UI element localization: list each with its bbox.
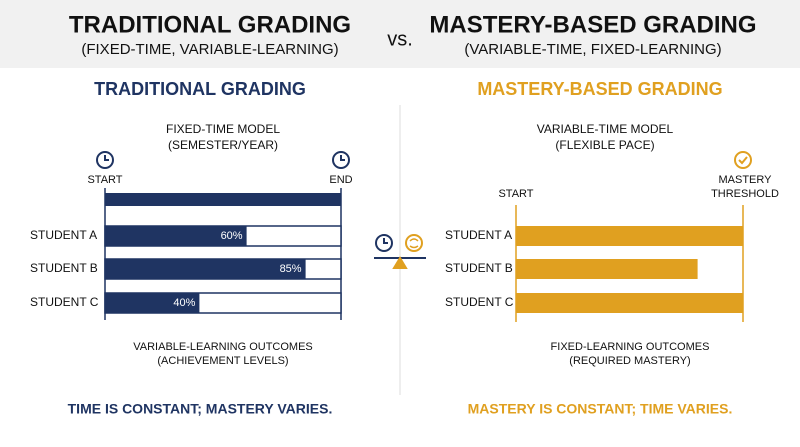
model-label: FIXED-TIME MODEL bbox=[166, 122, 280, 136]
bar bbox=[105, 293, 200, 313]
summary: MASTERY IS CONSTANT; TIME VARIES. bbox=[468, 401, 733, 417]
left-subtitle: (FIXED-TIME, VARIABLE-LEARNING) bbox=[81, 41, 338, 58]
value-label: 85% bbox=[280, 263, 302, 275]
student-label: STUDENT A bbox=[445, 228, 512, 242]
threshold-label: THRESHOLD bbox=[711, 188, 779, 200]
start-label: START bbox=[498, 188, 533, 200]
bar bbox=[516, 226, 743, 246]
model-note: (SEMESTER/YEAR) bbox=[168, 138, 278, 152]
outcomes-note: (REQUIRED MASTERY) bbox=[569, 355, 690, 367]
header-band bbox=[0, 0, 800, 68]
right-subtitle: (VARIABLE-TIME, FIXED-LEARNING) bbox=[464, 41, 721, 58]
model-note: (FLEXIBLE PACE) bbox=[555, 138, 654, 152]
balance-icon bbox=[374, 234, 426, 269]
time-bar bbox=[105, 193, 341, 206]
bar bbox=[105, 226, 247, 246]
student-label: STUDENT C bbox=[30, 295, 99, 309]
check-icon bbox=[734, 151, 752, 169]
bar bbox=[516, 259, 698, 279]
start-label: START bbox=[87, 174, 122, 186]
end-label: END bbox=[329, 174, 352, 186]
outcomes-label: VARIABLE-LEARNING OUTCOMES bbox=[133, 341, 313, 353]
student-label: STUDENT A bbox=[30, 228, 97, 242]
bar bbox=[105, 259, 306, 279]
threshold-label: MASTERY bbox=[719, 174, 773, 186]
outcomes-label: FIXED-LEARNING OUTCOMES bbox=[551, 341, 710, 353]
value-label: 60% bbox=[221, 230, 243, 242]
vs: vs. bbox=[387, 28, 413, 50]
clock-icons bbox=[96, 151, 350, 169]
value-label: 40% bbox=[173, 297, 195, 309]
summary: TIME IS CONSTANT; MASTERY VARIES. bbox=[68, 401, 333, 417]
student-label: STUDENT B bbox=[30, 261, 98, 275]
student-label: STUDENT B bbox=[445, 261, 513, 275]
outcomes-note: (ACHIEVEMENT LEVELS) bbox=[157, 355, 288, 367]
right-title: MASTERY-BASED GRADING bbox=[429, 11, 756, 38]
panel-heading: TRADITIONAL GRADING bbox=[94, 79, 306, 99]
panel-heading: MASTERY-BASED GRADING bbox=[477, 79, 722, 99]
left-title: TRADITIONAL GRADING bbox=[69, 11, 351, 38]
bar bbox=[516, 293, 743, 313]
student-label: STUDENT C bbox=[445, 295, 514, 309]
model-label: VARIABLE-TIME MODEL bbox=[537, 122, 674, 136]
